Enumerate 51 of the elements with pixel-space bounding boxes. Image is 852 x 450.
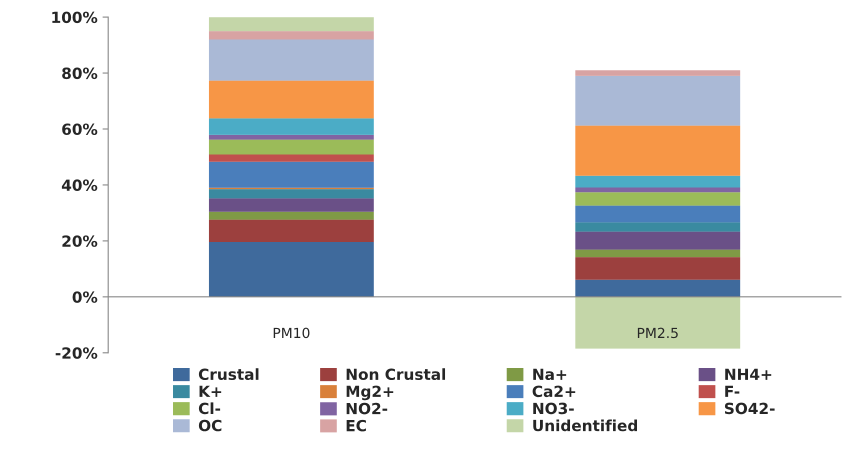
bar bbox=[575, 250, 740, 258]
legend-label: Non Crustal bbox=[346, 368, 446, 380]
bar bbox=[575, 257, 740, 280]
legend-label: Mg2+ bbox=[346, 386, 394, 400]
bar bbox=[208, 140, 374, 154]
y-tick-label: 20% bbox=[62, 235, 98, 247]
x-tick-label: PM10 bbox=[274, 328, 310, 338]
bar bbox=[208, 17, 374, 32]
bar bbox=[575, 296, 740, 349]
legend-label: K+ bbox=[200, 386, 222, 397]
bar bbox=[208, 242, 374, 297]
y-tick-label: 60% bbox=[62, 123, 98, 136]
y-tick-label: 40% bbox=[62, 179, 98, 191]
bar bbox=[208, 220, 374, 242]
bar bbox=[575, 126, 740, 176]
x-tick-label: PM2.5 bbox=[638, 328, 678, 338]
bar bbox=[208, 31, 374, 40]
bar bbox=[208, 154, 374, 162]
legend-label: EC bbox=[346, 420, 366, 432]
bar bbox=[208, 39, 374, 81]
bar bbox=[208, 118, 374, 135]
bar bbox=[208, 134, 374, 140]
y-tick-label: -20% bbox=[56, 347, 98, 359]
y-tick-label: 0% bbox=[72, 291, 98, 303]
bar bbox=[575, 222, 740, 232]
bar bbox=[575, 70, 740, 76]
legend-label: SO42- bbox=[724, 402, 775, 414]
bar bbox=[208, 189, 374, 198]
legend-label: NO3- bbox=[533, 402, 574, 414]
legend-label: Unidentified bbox=[533, 419, 637, 432]
legend-label: OC bbox=[198, 420, 222, 432]
y-tick-label: 80% bbox=[62, 68, 98, 80]
bar bbox=[208, 212, 374, 220]
bar bbox=[575, 232, 740, 250]
bar bbox=[575, 206, 740, 222]
bar bbox=[208, 198, 374, 212]
y-tick-label: 100% bbox=[52, 12, 98, 24]
bar bbox=[575, 187, 740, 192]
bar bbox=[575, 76, 740, 126]
bar bbox=[575, 176, 740, 188]
bar bbox=[208, 80, 374, 118]
legend-label: F- bbox=[725, 386, 740, 397]
legend-label: NH4+ bbox=[725, 368, 772, 380]
bar bbox=[208, 162, 374, 188]
legend-label: Crustal bbox=[198, 368, 258, 380]
bar bbox=[575, 192, 740, 206]
legend-label: Na+ bbox=[533, 368, 566, 380]
legend-label: Ca2+ bbox=[532, 386, 576, 398]
bar bbox=[575, 280, 740, 297]
legend-label: NO2- bbox=[346, 402, 388, 414]
legend-label: Cl- bbox=[198, 402, 220, 414]
